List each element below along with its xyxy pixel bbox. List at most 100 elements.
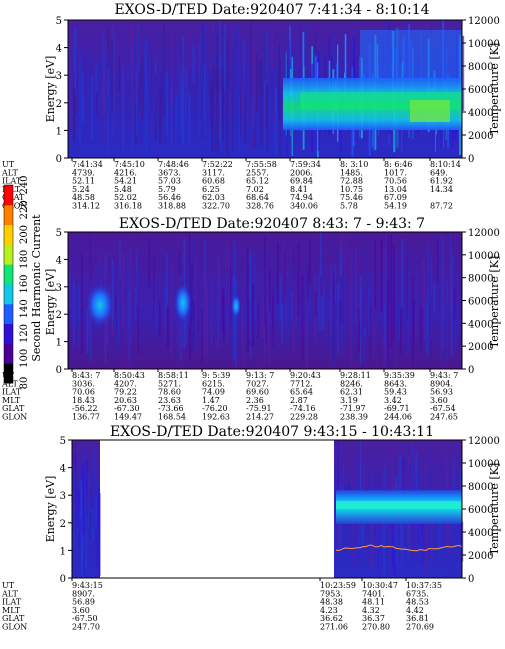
colorbar-tick-label: 200: [19, 225, 30, 244]
texture-streak: [215, 307, 217, 361]
texture-streak: [126, 58, 129, 89]
panel-2-blob-3: [231, 294, 241, 318]
texture-streak: [268, 269, 271, 312]
ephemeris-value: 9:35:39: [384, 371, 415, 380]
ephemeris-value: -67.50: [72, 614, 98, 623]
y-tick-label: 4: [56, 44, 62, 55]
texture-streak: [309, 286, 311, 321]
texture-streak: [340, 296, 342, 360]
ephemeris-row-label: UT: [2, 581, 15, 590]
ephemeris-value: 340.06: [290, 202, 318, 211]
y2-tick-label: 10000: [468, 39, 500, 50]
texture-streak: [129, 236, 131, 344]
ephemeris-value: 3.42: [384, 396, 402, 405]
texture-streak: [156, 306, 158, 334]
texture-streak: [82, 465, 85, 536]
texture-streak: [137, 306, 140, 356]
y-tick-label: 1: [56, 126, 62, 137]
texture-streak: [220, 22, 223, 74]
ephemeris-value: 322.70: [202, 202, 230, 211]
colorbar-segment: [4, 343, 13, 364]
colorbar-segment: [4, 264, 13, 285]
ephemeris-value: 238.39: [340, 413, 368, 422]
texture-streak: [225, 249, 227, 320]
colorbar-ticks: 80 100 120 140 160 180 200 220 240: [19, 175, 30, 389]
ephemeris-value: 7:55:58: [246, 160, 277, 169]
y2-tick-label: 2000: [468, 131, 493, 142]
ephemeris-value: 2006.: [290, 168, 313, 177]
texture-streak: [199, 68, 201, 111]
texture-streak: [204, 21, 207, 149]
ephemeris-value: 8:43: 7: [72, 371, 100, 380]
texture-streak: [412, 515, 414, 546]
texture-streak: [95, 93, 98, 115]
texture-streak: [187, 98, 190, 137]
colorbar-segment: [4, 323, 13, 344]
ephemeris-value: 168.54: [158, 413, 186, 422]
texture-streak: [170, 26, 174, 104]
texture-streak: [241, 305, 243, 343]
texture-streak: [147, 89, 149, 126]
ephemeris-value: 36.37: [362, 614, 385, 623]
texture-streak: [73, 503, 76, 574]
texture-streak: [121, 93, 123, 131]
ephemeris-value: 48.38: [320, 598, 343, 607]
panel-3-temperature-trace: [335, 544, 463, 552]
texture-streak: [349, 452, 351, 506]
texture-streak: [273, 69, 276, 146]
texture-streak: [360, 233, 362, 307]
texture-streak: [151, 52, 152, 116]
texture-streak: [419, 306, 422, 350]
ephemeris-value: 9:20:43: [290, 371, 321, 380]
y-tick-label: 0: [56, 154, 62, 165]
texture-streak: [276, 241, 279, 305]
texture-streak: [201, 22, 203, 153]
ephemeris-value: 2.36: [246, 396, 264, 405]
texture-streak: [122, 251, 125, 328]
texture-streak: [92, 507, 94, 541]
texture-streak: [446, 304, 449, 361]
ephemeris-value: -67.54: [430, 404, 456, 413]
panel-2-ephemeris: UTALTILATMLTGLATGLON8:43: 73036.70.0618.…: [1, 369, 458, 422]
panel-3-ylabel: Energy [eV]: [44, 476, 57, 543]
ephemeris-value: 7:48:46: [158, 160, 189, 169]
texture-streak: [385, 233, 388, 368]
texture-streak: [442, 498, 445, 572]
texture-streak: [358, 307, 361, 352]
texture-streak: [194, 232, 196, 352]
texture-streak: [158, 85, 161, 145]
texture-streak: [278, 42, 280, 120]
texture-streak: [115, 31, 117, 137]
texture-streak: [200, 33, 203, 149]
colorbar-segment: [4, 284, 13, 305]
texture-streak: [170, 83, 173, 145]
texture-streak: [70, 37, 73, 128]
texture-streak: [414, 512, 417, 542]
ephemeris-row-label: ILAT: [2, 177, 22, 186]
texture-streak: [427, 520, 428, 547]
texture-streak: [225, 80, 227, 127]
ephemeris-row-label: ILAT: [2, 388, 22, 397]
texture-streak: [359, 289, 362, 366]
panel-1-ylabel: Energy [eV]: [44, 56, 57, 123]
ephemeris-value: 3.60: [72, 606, 90, 615]
ephemeris-row-label: GLAT: [2, 614, 25, 623]
y2-tick-label: 6000: [468, 297, 493, 308]
ephemeris-value: 70.06: [72, 388, 95, 397]
texture-streak: [378, 487, 379, 572]
ephemeris-value: 54.21: [114, 177, 137, 186]
texture-streak: [441, 266, 443, 349]
texture-streak: [238, 95, 240, 150]
texture-streak: [75, 96, 77, 116]
texture-streak: [427, 440, 429, 495]
texture-streak: [414, 309, 417, 341]
texture-streak: [79, 283, 81, 320]
texture-streak: [365, 241, 367, 289]
ephemeris-value: 65.12: [246, 177, 269, 186]
texture-streak: [136, 248, 138, 304]
ephemeris-value: 13.04: [384, 185, 407, 194]
texture-streak: [339, 246, 342, 301]
ephemeris-value: 7401.: [362, 589, 385, 598]
texture-streak: [111, 258, 114, 325]
texture-streak: [365, 296, 367, 333]
